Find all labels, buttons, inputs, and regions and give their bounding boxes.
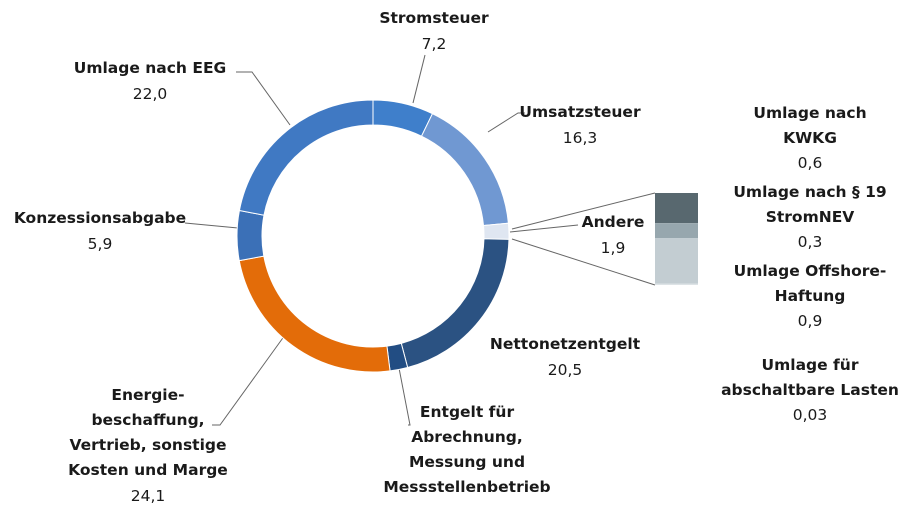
- segment-label: Entgelt für Abrechnung, Messung und Messste…: [383, 403, 550, 496]
- leader-line: [184, 222, 239, 229]
- segment-value: 24,1: [131, 487, 166, 505]
- segment-value: 20,5: [548, 361, 583, 379]
- segment-label: Andere: [582, 213, 645, 231]
- breakdown-segment: [655, 283, 698, 285]
- donut-segment: [482, 222, 510, 240]
- leader-line: [212, 334, 286, 426]
- leader-line: [509, 224, 579, 233]
- segment-label: Nettonetzentgelt: [490, 335, 641, 353]
- leader-lines: [184, 54, 656, 426]
- donut-segment: [238, 255, 391, 373]
- leader-line: [236, 71, 291, 126]
- donut-segment: [372, 99, 434, 137]
- segment-label: Umlage nach EEG: [74, 59, 227, 77]
- leader-line: [412, 54, 426, 104]
- segment-value: 22,0: [133, 85, 168, 103]
- segment-value: 7,2: [422, 35, 447, 53]
- segment-label: Energie-beschaffung, Vertrieb, sonstige Ko…: [68, 386, 228, 479]
- segment-value: 1,9: [601, 239, 626, 257]
- breakdown-value: 0,9: [798, 312, 823, 330]
- segment-value: 5,9: [88, 235, 113, 253]
- breakdown-label: Umlage nach KWKG: [753, 104, 866, 147]
- segment-label: Stromsteuer: [379, 9, 489, 27]
- breakdown-segment: [655, 223, 698, 239]
- breakdown-segment: [655, 238, 698, 284]
- leader-line: [398, 367, 411, 426]
- breakdown-value: 0,6: [798, 154, 823, 172]
- segment-value: 16,3: [563, 129, 598, 147]
- segment-label: Konzessionsabgabe: [14, 209, 186, 227]
- connector-line: [511, 192, 656, 230]
- breakdown-segment: [655, 193, 698, 224]
- breakdown-label: Umlage nach § 19 StromNEV: [733, 183, 886, 226]
- connector-line: [511, 238, 656, 286]
- donut-segment: [238, 99, 374, 216]
- breakdown-value: 0,03: [793, 406, 828, 424]
- breakdown-label: Umlage Offshore-Haftung: [734, 262, 887, 305]
- donut-segment: [236, 209, 265, 262]
- breakdown-value: 0,3: [798, 233, 823, 251]
- segment-label: Umsatzsteuer: [519, 103, 641, 121]
- donut-segment: [420, 113, 509, 227]
- leader-line: [487, 112, 525, 133]
- breakdown-label: Umlage für abschaltbare Lasten: [721, 356, 899, 399]
